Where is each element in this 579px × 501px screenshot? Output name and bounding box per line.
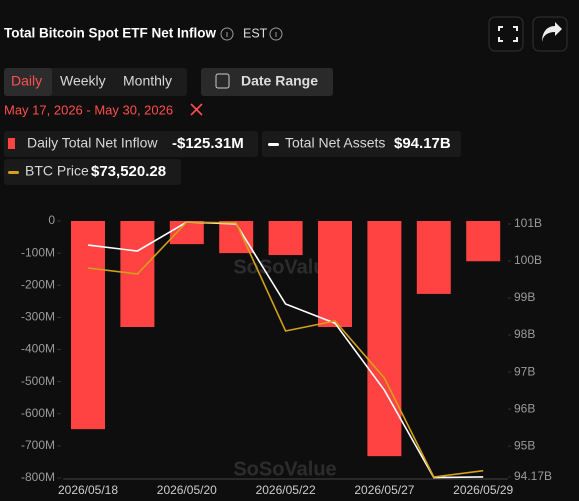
legend-box [4,131,258,157]
line [87,221,484,478]
clear-icon[interactable] [190,103,203,116]
bar [169,221,204,245]
legend-label: BTC Price [25,163,89,179]
timezone: EST [243,26,268,40]
y-tick-label: -300M [21,310,55,324]
y-tick-label: -800M [21,470,55,484]
legend-swatch [8,171,19,174]
x-tick-label: 2026/05/27 [354,483,414,497]
legend-value: $94.17B [394,135,451,152]
y-tick-label: -400M [21,342,55,356]
tab-selected [4,68,52,96]
fullscreen-button[interactable] [488,16,524,52]
legend-swatch [268,143,279,146]
bar [318,221,352,328]
y2-tick-label: 101B [514,216,542,230]
info-icon[interactable] [220,27,234,41]
y2-tick-label: 100B [514,253,542,267]
y2-tick-label: 95B [514,438,535,452]
tab[interactable]: Daily [11,73,42,89]
calendar-icon [215,73,230,89]
y2-tick-label: 94.17B [514,469,552,483]
y-tick-label: -500M [21,374,55,388]
share-button[interactable] [532,16,568,52]
bar [268,221,303,256]
watermark: SoSoValue [233,458,336,480]
y-tick-label: -100M [21,245,55,259]
y2-tick-label: 99B [514,290,535,304]
y2-tick-label: 97B [514,364,535,378]
legend-box [262,131,461,157]
x-tick-label: 2026/05/22 [256,483,316,497]
legend-value: $73,520.28 [91,163,166,180]
date-range-label[interactable]: Date Range [241,73,318,89]
legend-value: -$125.31M [172,135,244,152]
y2-tick-label: 98B [514,327,535,341]
title: Total Bitcoin Spot ETF Net Inflow [4,26,216,41]
tab[interactable]: Monthly [123,73,172,89]
legend-label: Daily Total Net Inflow [27,135,158,151]
x-tick-label: 2026/05/20 [157,483,217,497]
bar [367,221,402,457]
tab[interactable]: Weekly [60,73,106,89]
bar [71,221,105,430]
legend-label: Total Net Assets [285,135,385,151]
y-tick-label: -600M [21,406,55,420]
y2-tick-label: 96B [514,401,535,415]
bar [466,221,501,262]
date-range-button[interactable] [201,68,333,96]
x-tick-label: 2026/05/29 [453,483,513,497]
line [87,221,484,479]
legend-swatch [8,138,15,149]
legend-box [4,159,181,185]
y-tick-label: 0 [48,213,55,227]
bar [416,221,451,294]
y-tick-label: -200M [21,277,55,291]
y-tick-label: -700M [21,438,55,452]
x-tick-label: 2026/05/18 [58,483,118,497]
date-range: May 17, 2026 - May 30, 2026 [4,102,173,117]
info-icon[interactable] [269,27,283,41]
